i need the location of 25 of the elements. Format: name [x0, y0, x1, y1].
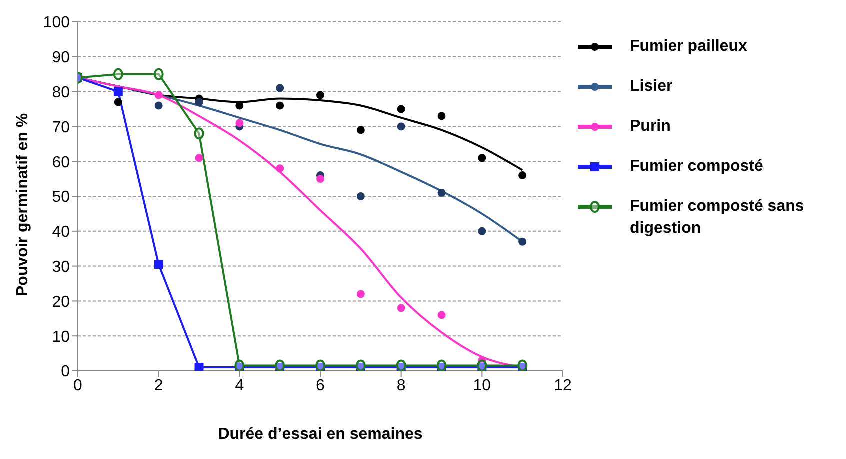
- y-tick-label: 30: [52, 258, 70, 276]
- x-tick-label: 8: [396, 377, 406, 394]
- x-tick-label: 0: [74, 377, 83, 394]
- y-tick-label: 0: [61, 364, 70, 381]
- legend-label: Fumier composté sans digestion: [630, 197, 806, 239]
- x-tick-label: 12: [554, 377, 572, 394]
- y-tick-label: 90: [52, 50, 70, 67]
- y-tick-label: 50: [52, 189, 70, 206]
- x-tick-label: 10: [473, 377, 492, 394]
- y-tick-label: 40: [52, 224, 70, 242]
- x-tick-label: 2: [154, 377, 164, 394]
- y-tick-label: 60: [52, 154, 70, 172]
- y-tick-label: 100: [43, 14, 70, 32]
- legend-label: Fumier composté: [630, 157, 764, 177]
- x-axis-title: Durée d’essai en semaines: [218, 426, 423, 443]
- y-tick-label: 80: [52, 84, 70, 102]
- x-tick-label: 6: [316, 377, 326, 394]
- y-tick-label: 70: [52, 119, 70, 136]
- x-tick-label: 4: [235, 377, 244, 394]
- y-axis-title: Pouvoir germinatif en %: [14, 113, 32, 296]
- y-tick-label: 10: [52, 328, 70, 346]
- legend-label: Fumier pailleux: [630, 37, 748, 57]
- y-tick-label: 20: [52, 294, 70, 311]
- legend-label: Purin: [630, 117, 671, 137]
- legend-label: Lisier: [630, 77, 673, 97]
